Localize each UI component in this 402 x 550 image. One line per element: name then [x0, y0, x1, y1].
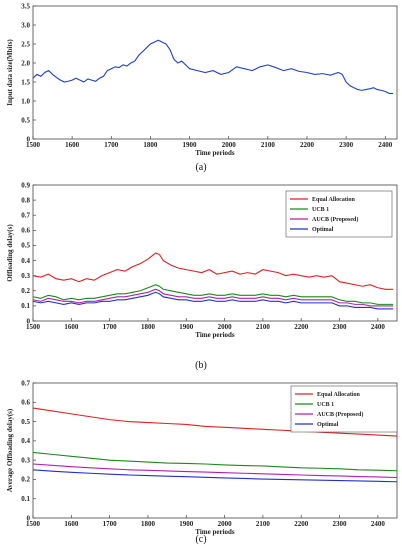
y-tick-label: 0.9: [21, 181, 30, 189]
y-axis-label: Input data size(Mbits): [6, 39, 14, 106]
y-axis-label: Offloading delay(s): [6, 224, 14, 282]
series-line-2: [33, 284, 394, 305]
x-axis-label: Time periods: [195, 149, 235, 157]
x-tick-label: 2300: [333, 323, 348, 331]
x-tick-label: 2400: [371, 323, 386, 331]
x-tick-label: 1700: [103, 323, 118, 331]
x-tick-label: 2200: [294, 520, 309, 528]
x-tick-label: 2000: [218, 323, 233, 331]
series-line-4: [33, 469, 397, 483]
x-tick-label: 1600: [65, 141, 80, 149]
x-tick-label: 2000: [218, 520, 233, 528]
y-tick-label: 0: [27, 135, 31, 143]
y-tick-label: 0: [27, 514, 31, 522]
y-tick-label: 1.0: [21, 97, 30, 105]
x-tick-label: 1500: [26, 141, 41, 149]
y-tick-label: 0.2: [21, 476, 30, 484]
legend: Equal Allocation UCB 1 AUCB (Proposed) Opti…: [290, 385, 398, 433]
x-tick-label: 1800: [143, 141, 158, 149]
legend-label-4: Optimal: [317, 422, 339, 428]
legend-label-3: AUCB (Proposed): [312, 216, 358, 223]
chart-3: 0 0.1 0.2 0.3 0.4 0.5 0.6 0.7 1500 1600 1700 1800 19…: [6, 379, 398, 545]
y-tick-label: 1.5: [21, 78, 30, 86]
legend-label-2: UCB 1: [317, 402, 334, 408]
x-axis-label: Time periods: [195, 528, 235, 536]
x-tick-label: 2300: [339, 141, 354, 149]
y-tick-label: 0.5: [21, 242, 30, 250]
x-tick-label: 1700: [104, 141, 119, 149]
series-line-3: [33, 463, 397, 479]
plot-frame: [32, 184, 398, 322]
x-tick-label: 1900: [179, 520, 194, 528]
x-tick-label: 2100: [256, 520, 271, 528]
x-tick-label: 1800: [141, 520, 156, 528]
y-tick-label: 0.4: [21, 257, 30, 265]
x-tick-label: 2100: [261, 141, 276, 149]
y-tick-label: 0.1: [21, 495, 30, 503]
plot-frame: [32, 5, 398, 140]
y-tick-label: 3.5: [21, 2, 30, 10]
legend-label-2: UCB 1: [312, 207, 329, 213]
y-tick-label: 0: [27, 317, 31, 325]
y-tick-label: 0.6: [21, 399, 30, 407]
x-tick-label: 1900: [183, 141, 198, 149]
y-tick-label: 2.5: [21, 40, 30, 48]
series-line-1: [33, 252, 394, 290]
series-line-1: [33, 39, 394, 94]
x-tick-label: 1500: [26, 520, 41, 528]
panel-caption: (c): [195, 534, 206, 545]
legend-label-1: Equal Allocation: [312, 197, 356, 203]
x-tick-label: 2400: [378, 141, 393, 149]
y-tick-label: 0.2: [21, 287, 30, 295]
y-tick-label: 0.8: [21, 196, 30, 204]
panel-caption: (b): [195, 360, 207, 371]
series-line-3: [33, 288, 394, 307]
y-tick-label: 0.3: [21, 272, 30, 280]
x-tick-label: 2100: [256, 323, 271, 331]
legend-label-4: Optimal: [312, 227, 334, 233]
series-line-4: [33, 291, 394, 310]
legend-label-1: Equal Allocation: [317, 392, 361, 398]
y-tick-label: 3.0: [21, 21, 30, 29]
y-tick-label: 0.4: [21, 437, 30, 445]
y-tick-label: 0.5: [21, 116, 30, 124]
x-tick-label: 1800: [141, 323, 156, 331]
chart-1: 0 0.5 1.0 1.5 2.0 2.5 3.0 3.5 1500 1600 1700 1800 19…: [6, 2, 398, 173]
y-tick-label: 0.7: [21, 379, 30, 387]
x-tick-label: 2200: [300, 141, 315, 149]
legend-label-3: AUCB (Proposed): [317, 411, 363, 418]
x-tick-label: 1900: [179, 323, 194, 331]
y-tick-label: 2.0: [21, 59, 30, 67]
x-tick-label: 1600: [64, 520, 79, 528]
legend: Equal Allocation UCB 1 AUCB (Proposed) Opti…: [285, 190, 393, 238]
series-line-2: [33, 451, 397, 472]
y-tick-label: 0.7: [21, 212, 30, 220]
panel-caption: (a): [195, 162, 206, 173]
x-tick-label: 2000: [222, 141, 237, 149]
y-tick-label: 0.1: [21, 302, 30, 310]
x-tick-label: 2300: [333, 520, 348, 528]
y-axis-label: Average Offloading delay(s): [6, 408, 14, 492]
series-line-1: [33, 407, 397, 437]
y-tick-label: 0.6: [21, 227, 30, 235]
x-tick-label: 2400: [371, 520, 386, 528]
plot-frame: [32, 382, 398, 519]
x-tick-label: 1500: [26, 323, 41, 331]
x-axis-label: Time periods: [195, 331, 235, 339]
y-tick-label: 0.5: [21, 418, 30, 426]
chart-2: 0 0.1 0.2 0.3 0.4 0.5 0.6 0.7 0.8 0.9 1500 1600 1700…: [6, 181, 398, 371]
x-tick-label: 2200: [294, 323, 309, 331]
x-tick-label: 1700: [103, 520, 118, 528]
x-tick-label: 1600: [64, 323, 79, 331]
y-tick-label: 0.3: [21, 456, 30, 464]
